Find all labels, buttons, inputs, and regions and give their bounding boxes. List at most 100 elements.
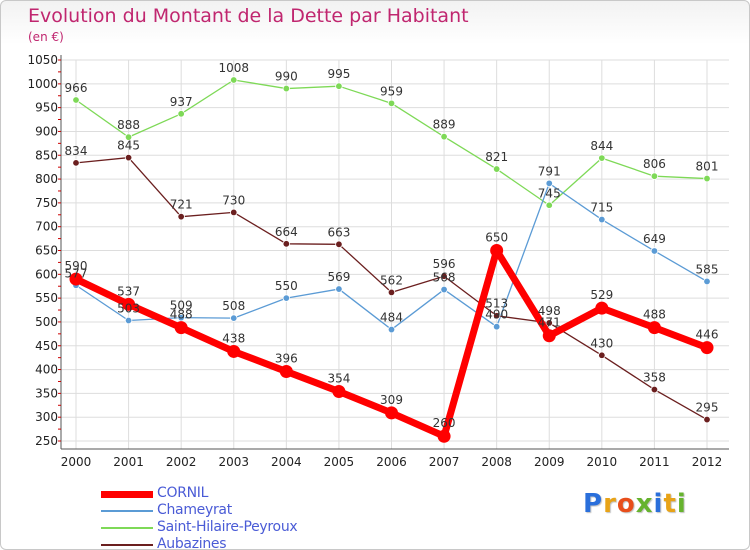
data-point: [703, 277, 711, 286]
data-point: [177, 212, 185, 221]
data-label: 484: [380, 311, 403, 325]
legend-swatch: [101, 527, 153, 529]
data-point: [124, 153, 133, 162]
data-point: [230, 314, 238, 322]
chart-unit-label: (en €): [28, 30, 64, 44]
data-point: [124, 316, 133, 325]
data-label: 801: [696, 160, 719, 174]
data-label: 508: [222, 299, 245, 313]
x-tick-label: 2007: [429, 455, 460, 469]
data-label: 537: [117, 284, 140, 298]
data-point: [437, 429, 451, 443]
data-label: 569: [327, 270, 350, 284]
data-point: [545, 319, 553, 327]
data-point: [335, 285, 343, 293]
data-point: [387, 99, 396, 108]
data-labels: 966 888 937 1008 990 995 959 889 821 745 844 806 801…: [65, 61, 719, 430]
x-tick-label: 2010: [587, 455, 618, 469]
data-point: [492, 165, 501, 173]
logo-letter: P: [583, 489, 604, 519]
data-label: 664: [275, 225, 298, 239]
data-label: 937: [170, 95, 193, 109]
data-point: [650, 172, 659, 180]
x-tick-label: 2009: [534, 455, 565, 469]
data-point: [385, 406, 398, 420]
y-tick-label: 250: [35, 434, 58, 448]
x-tick-label: 2004: [271, 455, 302, 469]
data-point: [72, 159, 80, 167]
legend-label: Chameyrat: [157, 502, 232, 518]
data-label: 730: [222, 193, 245, 207]
data-label: 471: [538, 316, 561, 330]
y-tick-label: 900: [35, 124, 58, 138]
y-tick-label: 1000: [27, 77, 58, 91]
logo-letter: r: [603, 489, 617, 519]
y-tick-label: 700: [35, 220, 58, 234]
y-tick-label: 500: [35, 315, 58, 329]
legend-label: Aubazines: [157, 536, 227, 550]
data-point: [69, 272, 83, 286]
data-point: [335, 82, 343, 90]
data-label: 354: [327, 371, 350, 385]
data-point: [440, 285, 448, 294]
axes: 250 300 350 400 450 500 550 600 650 700 750 800 850 9…: [27, 53, 729, 469]
y-tick-label: 450: [35, 339, 58, 353]
proxiti-logo: Proxiti: [583, 489, 687, 519]
x-tick-label: 2003: [218, 455, 249, 469]
data-point: [177, 110, 185, 118]
data-label: 649: [643, 232, 666, 246]
data-label: 791: [538, 164, 561, 178]
data-point: [174, 321, 188, 335]
data-point: [124, 133, 133, 141]
y-tick-label: 650: [35, 244, 58, 258]
y-tick-label: 800: [35, 172, 58, 186]
data-label: 562: [380, 273, 403, 287]
y-tick-label: 550: [35, 291, 58, 305]
data-label: 721: [170, 198, 193, 212]
data-point: [542, 329, 556, 343]
data-label: 529: [590, 288, 613, 302]
data-point: [492, 312, 501, 320]
data-point: [492, 323, 501, 331]
data-label: 596: [433, 257, 456, 271]
x-tick-label: 2008: [481, 455, 512, 469]
data-point: [335, 240, 343, 249]
data-point: [650, 247, 659, 255]
gridlines: [61, 59, 729, 449]
data-point: [440, 132, 448, 141]
x-tick-label: 2000: [61, 455, 92, 469]
data-point: [279, 364, 293, 378]
data-point: [282, 240, 291, 248]
data-point: [703, 174, 711, 183]
y-tick-label: 400: [35, 363, 58, 377]
data-label: 889: [433, 118, 456, 132]
data-point: [545, 179, 553, 188]
data-label: 590: [65, 259, 88, 273]
data-label: 834: [65, 144, 88, 158]
y-tick-label: 300: [35, 410, 58, 424]
data-point: [440, 272, 448, 280]
data-point: [545, 201, 553, 209]
y-tick-label: 600: [35, 267, 58, 281]
data-point: [122, 297, 136, 311]
y-tick-label: 1050: [27, 53, 58, 67]
data-label: 806: [643, 157, 666, 171]
data-point: [647, 321, 661, 335]
data-point: [227, 344, 241, 358]
data-point: [72, 96, 80, 104]
logo-letter: x: [635, 489, 654, 519]
x-tick-label: 2011: [639, 455, 670, 469]
data-point: [387, 325, 396, 334]
data-label: 577: [65, 266, 88, 280]
data-label: 490: [485, 308, 508, 322]
legend-label: Saint-Hilaire-Peyroux: [157, 519, 298, 535]
data-label: 503: [117, 302, 140, 316]
data-label: 309: [380, 393, 403, 407]
data-point: [332, 384, 346, 398]
logo-letter: i: [653, 489, 664, 519]
data-point: [650, 385, 659, 394]
data-label: 438: [222, 331, 245, 345]
chart-title: Evolution du Montant de la Dette par Hab…: [28, 5, 469, 27]
y-tick-label: 950: [35, 101, 58, 115]
